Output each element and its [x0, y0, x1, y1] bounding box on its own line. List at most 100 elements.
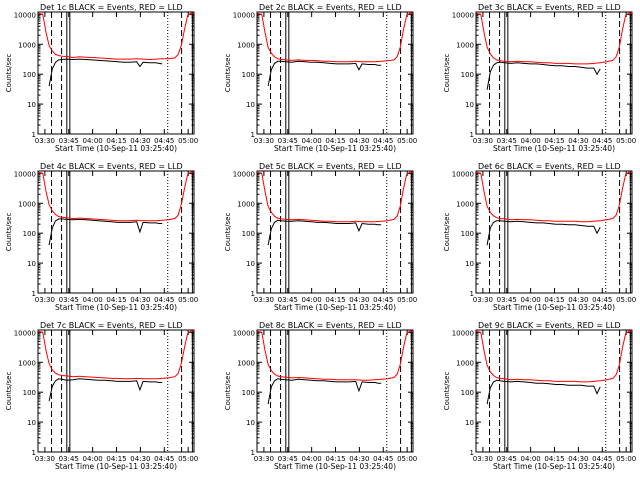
- panel-6: Det 6c BLACK = Events, RED = LLD 1 10 100 10…: [443, 162, 636, 312]
- panel-title: Det 7c BLACK = Events, RED = LLD: [40, 321, 183, 330]
- plot-frame: [37, 170, 195, 294]
- x-tick-label: 04:45: [154, 296, 174, 304]
- y-tick-label: 1000: [18, 359, 36, 367]
- y-tick-label: 100: [461, 71, 474, 79]
- y-tick-label: 10000: [452, 11, 474, 19]
- plot-frame: [256, 11, 414, 135]
- x-tick-label: 03:45: [278, 296, 298, 304]
- panel-8: Det 8c BLACK = Events, RED = LLD 1 10 100 10…: [224, 321, 417, 471]
- x-tick-label: 04:30: [568, 296, 588, 304]
- x-tick-label: 04:15: [325, 137, 345, 145]
- x-axis-label: Start Time (10-Sep-11 03:25:40): [493, 144, 615, 153]
- panel-title: Det 6c BLACK = Events, RED = LLD: [478, 162, 621, 171]
- x-axis-label: Start Time (10-Sep-11 03:25:40): [274, 462, 396, 471]
- x-tick-label: 04:15: [544, 296, 564, 304]
- x-axis-label: Start Time (10-Sep-11 03:25:40): [55, 462, 177, 471]
- y-tick-label: 1000: [18, 200, 36, 208]
- y-tick-label: 1: [32, 290, 36, 298]
- y-tick-label: 1000: [456, 200, 474, 208]
- x-tick-label: 04:45: [154, 455, 174, 463]
- x-tick-label: 04:45: [592, 455, 612, 463]
- y-tick-label: 10000: [233, 11, 255, 19]
- y-axis-label: Counts/sec: [5, 213, 13, 252]
- y-tick-label: 10: [246, 419, 255, 427]
- x-tick-label: 05:00: [616, 455, 636, 463]
- x-tick-label: 04:00: [302, 455, 322, 463]
- x-tick-label: 04:00: [83, 137, 103, 145]
- x-tick-label: 04:15: [325, 455, 345, 463]
- y-axis-label: Counts/sec: [443, 213, 451, 252]
- series-line-events: [48, 218, 163, 246]
- y-axis-label: Counts/sec: [5, 372, 13, 411]
- y-tick-label: 1000: [456, 41, 474, 49]
- x-tick-label: 05:00: [616, 137, 636, 145]
- y-tick-label: 1: [251, 131, 255, 139]
- y-tick-label: 1: [470, 131, 474, 139]
- y-tick-label: 10: [246, 101, 255, 109]
- y-tick-label: 10: [465, 101, 474, 109]
- panel-title: Det 4c BLACK = Events, RED = LLD: [40, 162, 183, 171]
- x-axis-label: Start Time (10-Sep-11 03:25:40): [493, 462, 615, 471]
- y-tick-label: 10: [465, 419, 474, 427]
- y-tick-label: 100: [23, 71, 36, 79]
- x-axis-label: Start Time (10-Sep-11 03:25:40): [274, 144, 396, 153]
- panel-title: Det 2c BLACK = Events, RED = LLD: [259, 3, 402, 12]
- x-axis-label: Start Time (10-Sep-11 03:25:40): [55, 303, 177, 312]
- x-tick-label: 03:30: [35, 137, 55, 145]
- panel-2: Det 2c BLACK = Events, RED = LLD 1 10 100 10…: [224, 3, 417, 153]
- x-tick-label: 04:45: [154, 137, 174, 145]
- x-tick-label: 03:45: [59, 296, 79, 304]
- y-tick-label: 1: [251, 449, 255, 457]
- panel-title: Det 9c BLACK = Events, RED = LLD: [478, 321, 621, 330]
- series-line-lld: [475, 330, 632, 383]
- x-tick-label: 03:45: [497, 455, 517, 463]
- x-tick-label: 04:45: [373, 137, 393, 145]
- panel-title: Det 1c BLACK = Events, RED = LLD: [40, 3, 183, 12]
- x-tick-label: 03:30: [473, 455, 493, 463]
- x-tick-label: 03:30: [254, 296, 274, 304]
- series-line-lld: [256, 12, 413, 63]
- x-tick-label: 04:15: [544, 137, 564, 145]
- panel-4: Det 4c BLACK = Events, RED = LLD 1 10 100 10…: [5, 162, 198, 312]
- x-tick-label: 05:00: [397, 137, 417, 145]
- y-tick-label: 1000: [456, 359, 474, 367]
- x-tick-label: 05:00: [616, 296, 636, 304]
- y-tick-label: 10000: [233, 170, 255, 178]
- x-tick-label: 04:15: [544, 455, 564, 463]
- panel-5: Det 5c BLACK = Events, RED = LLD 1 10 100 10…: [224, 162, 417, 312]
- series-line-events: [267, 60, 382, 87]
- y-tick-label: 100: [242, 230, 255, 238]
- y-tick-label: 100: [242, 389, 255, 397]
- y-tick-label: 10: [27, 101, 36, 109]
- y-tick-label: 1: [251, 290, 255, 298]
- x-tick-label: 03:30: [254, 455, 274, 463]
- x-tick-label: 03:45: [59, 455, 79, 463]
- panel-title: Det 8c BLACK = Events, RED = LLD: [259, 321, 402, 330]
- series-line-events: [486, 220, 601, 246]
- x-tick-label: 04:30: [130, 296, 150, 304]
- x-axis-label: Start Time (10-Sep-11 03:25:40): [493, 303, 615, 312]
- x-tick-label: 04:30: [349, 296, 369, 304]
- x-tick-label: 04:15: [325, 296, 345, 304]
- y-tick-label: 1: [32, 449, 36, 457]
- plot-frame: [256, 170, 414, 294]
- x-tick-label: 05:00: [178, 455, 198, 463]
- x-tick-label: 04:45: [373, 296, 393, 304]
- x-axis-label: Start Time (10-Sep-11 03:25:40): [55, 144, 177, 153]
- y-tick-label: 100: [23, 389, 36, 397]
- y-tick-label: 1000: [18, 41, 36, 49]
- y-tick-label: 1000: [237, 359, 255, 367]
- y-tick-label: 100: [461, 230, 474, 238]
- x-tick-label: 04:30: [349, 137, 369, 145]
- series-line-events: [48, 58, 163, 87]
- x-tick-label: 03:30: [35, 455, 55, 463]
- x-tick-label: 03:45: [497, 296, 517, 304]
- x-tick-label: 04:15: [106, 296, 126, 304]
- y-tick-label: 10000: [452, 329, 474, 337]
- series-line-lld: [37, 330, 194, 380]
- y-tick-label: 10: [27, 419, 36, 427]
- y-tick-label: 10: [27, 260, 36, 268]
- panel-title: Det 3c BLACK = Events, RED = LLD: [478, 3, 621, 12]
- x-tick-label: 04:30: [568, 137, 588, 145]
- panel-1: Det 1c BLACK = Events, RED = LLD 1 10 100 10…: [5, 3, 198, 153]
